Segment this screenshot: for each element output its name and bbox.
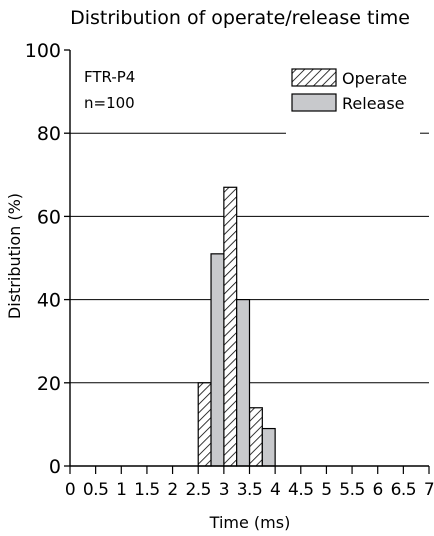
annotation: FTR-P4 n=100 — [84, 68, 135, 112]
legend-swatch-release — [291, 93, 337, 112]
bar-operate — [223, 186, 238, 467]
chart-title: Distribution of operate/release time — [70, 7, 410, 29]
x-tick-label: 3.5 — [237, 480, 263, 500]
bar-operate — [197, 382, 212, 467]
y-tick-label: 40 — [37, 290, 61, 312]
x-tick-label: 6.5 — [391, 480, 417, 500]
x-tick-label: 0 — [65, 480, 75, 500]
x-tick-label: 6 — [373, 480, 383, 500]
bar-release — [236, 299, 251, 467]
x-tick-label: 7 — [424, 480, 434, 500]
x-tick-label: 0.5 — [83, 480, 109, 500]
y-tick-labels: 0 20 40 60 80 100 — [25, 40, 61, 478]
y-axis-label: Distribution (%) — [5, 193, 24, 319]
x-tick-label: 2.5 — [185, 480, 211, 500]
axes — [64, 49, 430, 474]
x-tick-label: 1 — [116, 480, 126, 500]
x-tick-label: 4.5 — [288, 480, 314, 500]
bar-operate — [248, 407, 263, 467]
legend-swatch-operate — [291, 68, 337, 87]
legend-label-operate: Operate — [342, 69, 407, 88]
y-tick-label: 100 — [25, 40, 61, 62]
legend-label-release: Release — [342, 94, 405, 113]
x-tick-label: 4 — [270, 480, 280, 500]
bars — [197, 186, 276, 467]
x-tick-label: 2 — [167, 480, 177, 500]
x-tick-label: 1.5 — [134, 480, 160, 500]
x-tick-labels: 0 0.5 1 1.5 2 2.5 3 3.5 4 4.5 5 5.5 6 6.5 7 — [65, 480, 434, 500]
x-tick-label: 3 — [219, 480, 229, 500]
annotation-model: FTR-P4 — [84, 68, 135, 86]
y-tick-label: 60 — [37, 206, 61, 228]
y-tick-label: 80 — [37, 123, 61, 145]
y-tick-label: 0 — [49, 456, 61, 478]
x-tick-label: 5 — [321, 480, 331, 500]
bar-release — [261, 427, 276, 467]
x-tick-label: 5.5 — [339, 480, 365, 500]
annotation-sample-size: n=100 — [84, 94, 135, 112]
legend: Operate Release — [291, 68, 407, 113]
x-axis-label: Time (ms) — [209, 513, 291, 532]
y-tick-label: 20 — [37, 373, 61, 395]
bar-release — [210, 253, 225, 467]
